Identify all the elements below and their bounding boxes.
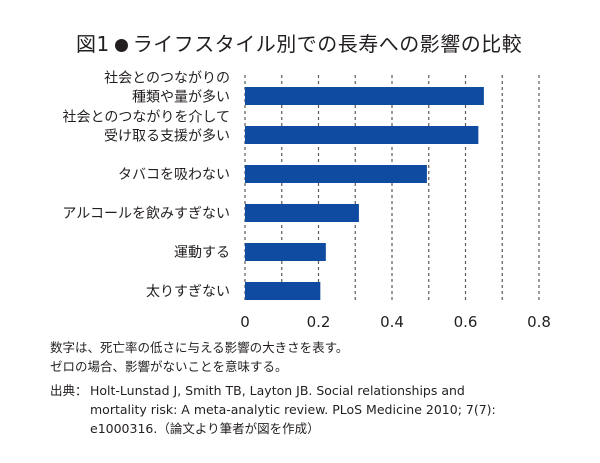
note-line: 数字は、死亡率の低さに与える影響の大きさを表す。 <box>50 340 349 355</box>
category-label: 受け取る支援が多い <box>104 128 230 145</box>
x-tick-label: 0.6 <box>454 313 478 331</box>
x-tick-label: 0.4 <box>380 313 404 331</box>
gridlines <box>244 75 540 302</box>
category-label: アルコールを飲みすぎない <box>62 206 230 222</box>
bars <box>245 87 484 300</box>
bar <box>245 204 359 222</box>
chart-notes: 数字は、死亡率の低さに与える影響の大きさを表す。 ゼロの場合、影響がないことを意… <box>50 338 348 376</box>
bullet-icon <box>114 38 128 52</box>
source-line: mortality risk: A meta-analytic review. … <box>90 402 496 417</box>
bar <box>245 87 484 105</box>
category-label: 社会とのつながりの <box>104 71 230 87</box>
bar <box>245 126 479 144</box>
x-tick-label: 0.2 <box>307 313 331 331</box>
bar <box>245 282 321 300</box>
category-label: 社会とのつながりを介して <box>63 110 230 126</box>
bar <box>245 165 427 183</box>
category-label: 運動する <box>174 245 230 261</box>
chart-title-text: ライフスタイル別での長寿への影響の比較 <box>132 32 523 56</box>
note-line: ゼロの場合、影響がないことを意味する。 <box>50 359 288 374</box>
figure-number: 図1 <box>76 32 110 56</box>
category-label: タバコを吸わない <box>118 167 230 183</box>
source-line: e1000316.（論文より筆者が図を作成） <box>90 421 320 436</box>
x-tick-label: 0 <box>240 313 250 331</box>
bar <box>245 243 326 261</box>
category-labels: 社会とのつながりの種類や量が多い社会とのつながりを介して受け取る支援が多いタバコ… <box>62 71 230 301</box>
x-tick-label: 0.8 <box>527 313 551 331</box>
source-label: 出典： <box>50 383 88 398</box>
category-label: 種類や量が多い <box>132 89 230 106</box>
x-axis-tick-labels: 0 0.2 0.4 0.6 0.8 <box>240 313 551 331</box>
source-body: Holt-Lunstad J, Smith TB, Layton JB. Soc… <box>90 381 560 438</box>
chart-title: 図1 ライフスタイル別での長寿への影響の比較 <box>76 28 522 57</box>
source-line: Holt-Lunstad J, Smith TB, Layton JB. Soc… <box>90 383 465 398</box>
category-label: 太りすぎない <box>146 284 230 300</box>
